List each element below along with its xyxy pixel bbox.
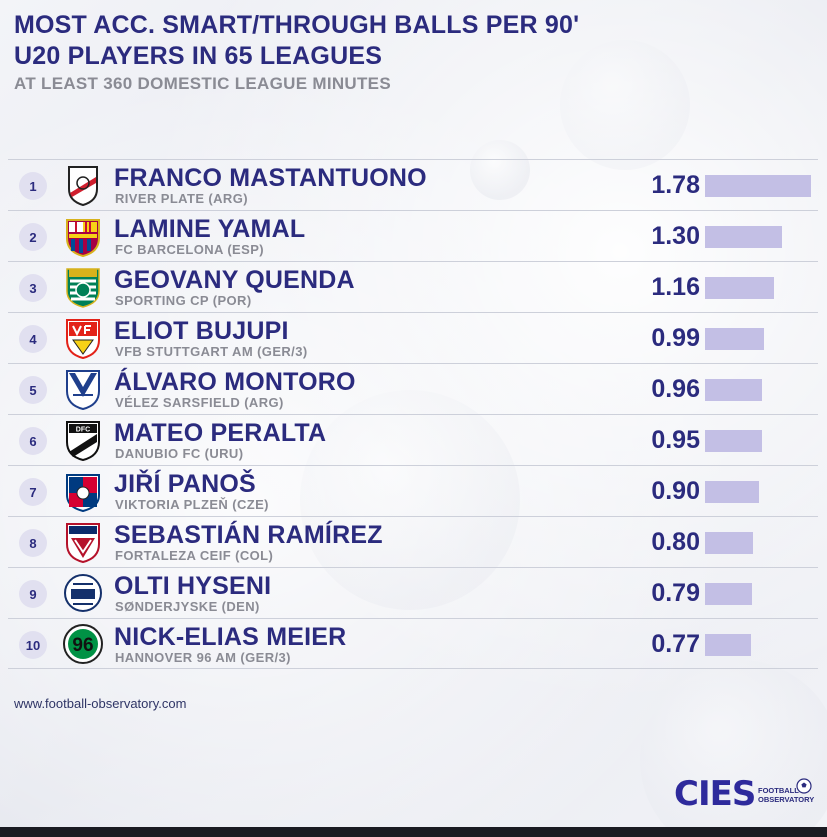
bar <box>705 634 751 656</box>
club-name: DANUBIO FC (URU) <box>115 446 244 461</box>
club-name: VIKTORIA PLZEŇ (CZE) <box>115 497 269 512</box>
player-name: GEOVANY QUENDA <box>114 266 355 294</box>
bar <box>705 430 762 452</box>
table-row: 7 JIŘÍ PANOŠ VIKTORIA PLZEŇ (CZE) 0.90 <box>8 465 818 516</box>
svg-text:96: 96 <box>72 635 93 656</box>
player-name: JIŘÍ PANOŠ <box>114 470 256 498</box>
rank-badge: 8 <box>19 529 47 557</box>
data-label: 1.16 <box>651 273 700 301</box>
club-name: VÉLEZ SARSFIELD (ARG) <box>115 395 284 410</box>
club-name: HANNOVER 96 AM (GER/3) <box>115 650 291 665</box>
player-name: NICK-ELIAS MEIER <box>114 623 347 651</box>
bar <box>705 175 811 197</box>
svg-text:DFC: DFC <box>76 427 90 434</box>
player-name: MATEO PERALTA <box>114 419 327 447</box>
bar <box>705 328 764 350</box>
club-name: FORTALEZA CEIF (COL) <box>115 548 274 563</box>
sporting-cp-crest-icon <box>66 268 100 308</box>
vfb-stuttgart-crest-icon <box>66 319 100 360</box>
bar <box>705 532 753 554</box>
data-label: 0.80 <box>651 528 700 556</box>
rank-badge: 10 <box>19 631 47 659</box>
table-row: 8 SEBASTIÁN RAMÍREZ FORTALEZA CEIF (COL) 0.… <box>8 516 818 567</box>
data-label: 0.79 <box>651 579 700 607</box>
bottom-strip <box>0 827 827 837</box>
bar <box>705 226 782 248</box>
data-label: 1.78 <box>651 171 700 199</box>
football-decoration <box>300 390 520 610</box>
viktoria-plzen-crest-icon <box>66 474 100 513</box>
club-name: FC BARCELONA (ESP) <box>115 242 264 257</box>
bar <box>705 583 752 605</box>
player-name: ELIOT BUJUPI <box>114 317 289 345</box>
data-label: 0.95 <box>651 426 700 454</box>
club-name: VFB STUTTGART AM (GER/3) <box>115 344 308 359</box>
hannover-96-crest-icon: 96 <box>63 624 103 664</box>
rank-badge: 6 <box>19 427 47 455</box>
table-row: 5 ÁLVARO MONTORO VÉLEZ SARSFIELD (ARG) 0.96 <box>8 363 818 414</box>
player-name: ÁLVARO MONTORO <box>114 368 356 396</box>
data-label: 0.99 <box>651 324 700 352</box>
fc-barcelona-crest-icon <box>66 219 100 258</box>
source-url: www.football-observatory.com <box>14 696 187 711</box>
table-row: 1 FRANCO MASTANTUONO RIVER PLATE (ARG) 1.78 <box>8 159 818 210</box>
table-row: 4 ELIOT BUJUPI VFB STUTTGART AM (GER/3) 0.9… <box>8 312 818 363</box>
football-decoration <box>560 40 690 170</box>
rank-badge: 1 <box>19 172 47 200</box>
cies-logo: CIES <box>674 774 756 814</box>
chart-title-line-1: MOST ACC. SMART/THROUGH BALLS PER 90' <box>14 11 580 39</box>
club-name: SØNDERJYSKE (DEN) <box>115 599 260 614</box>
chart-subtitle: AT LEAST 360 DOMESTIC LEAGUE MINUTES <box>14 74 391 93</box>
football-icon <box>796 778 812 794</box>
data-label: 0.90 <box>651 477 700 505</box>
danubio-crest-icon: DFC <box>66 421 100 462</box>
player-name: LAMINE YAMAL <box>114 215 306 243</box>
chart-header: MOST ACC. SMART/THROUGH BALLS PER 90' U2… <box>14 10 579 95</box>
player-name: SEBASTIÁN RAMÍREZ <box>114 521 383 549</box>
brand-line-1: FOOTBALL <box>758 786 799 795</box>
bar <box>705 481 759 503</box>
player-name: OLTI HYSENI <box>114 572 272 600</box>
bar <box>705 379 762 401</box>
chart-title-line-2: U20 PLAYERS IN 65 LEAGUES <box>14 42 383 70</box>
ranking-table: 1 FRANCO MASTANTUONO RIVER PLATE (ARG) 1.78… <box>8 159 818 669</box>
rank-badge: 9 <box>19 580 47 608</box>
table-row: 6 DFC MATEO PERALTA DANUBIO FC (URU) 0.95 <box>8 414 818 465</box>
velez-sarsfield-crest-icon <box>66 370 100 411</box>
table-row: 2 LAMINE YAMAL FC BARCELONA (ESP) 1.30 <box>8 210 818 261</box>
player-name: FRANCO MASTANTUONO <box>114 164 427 192</box>
bar <box>705 277 774 299</box>
data-label: 1.30 <box>651 222 700 250</box>
brand-tagline: FOOTBALL OBSERVATORY <box>758 786 814 804</box>
rank-badge: 5 <box>19 376 47 404</box>
club-name: RIVER PLATE (ARG) <box>115 191 248 206</box>
table-row: 10 96 NICK-ELIAS MEIER HANNOVER 96 AM (GER/… <box>8 618 818 669</box>
rank-badge: 2 <box>19 223 47 251</box>
rank-badge: 3 <box>19 274 47 302</box>
data-label: 0.77 <box>651 630 700 658</box>
fortaleza-ceif-crest-icon <box>66 523 100 564</box>
rank-badge: 4 <box>19 325 47 353</box>
sonderjyske-crest-icon <box>64 574 102 612</box>
rank-badge: 7 <box>19 478 47 506</box>
brand-line-2: OBSERVATORY <box>758 795 815 804</box>
table-row: 3 GEOVANY QUENDA SPORTING CP (POR) 1.16 <box>8 261 818 312</box>
data-label: 0.96 <box>651 375 700 403</box>
football-decoration <box>640 660 827 837</box>
club-name: SPORTING CP (POR) <box>115 293 252 308</box>
river-plate-crest-icon <box>68 166 98 207</box>
table-row: 9 OLTI HYSENI SØNDERJYSKE (DEN) 0.79 <box>8 567 818 618</box>
football-decoration <box>470 140 530 200</box>
